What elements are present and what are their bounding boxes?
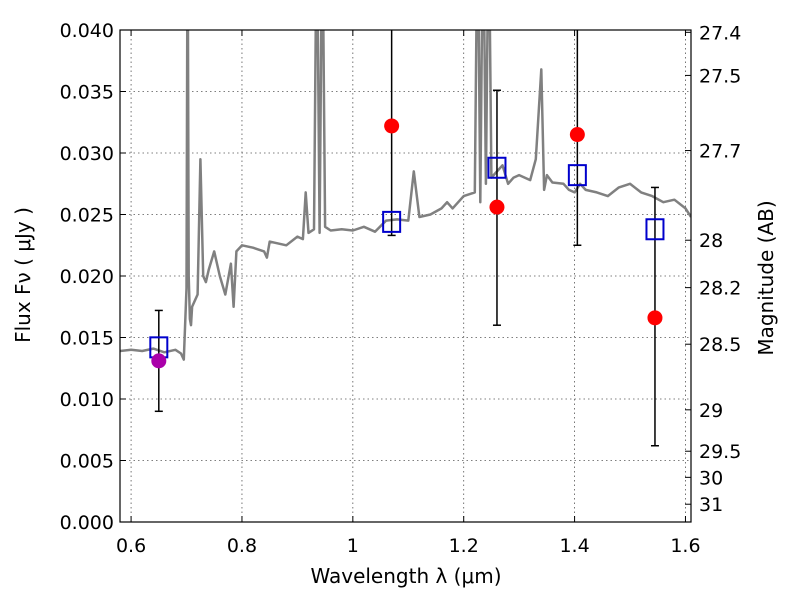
mag-tick-label: 27.5 bbox=[699, 65, 741, 87]
x-tick-label: 1.4 bbox=[559, 535, 589, 557]
y-tick-label: 0.025 bbox=[60, 205, 114, 227]
grid bbox=[120, 29, 691, 523]
mag-tick-label: 28.5 bbox=[699, 334, 741, 356]
data-layer bbox=[120, 30, 691, 447]
mag-tick-label: 29 bbox=[699, 400, 723, 422]
y-tick-label: 0.005 bbox=[60, 451, 114, 473]
x-tick-label: 0.8 bbox=[227, 535, 257, 557]
y-tick-label: 0.010 bbox=[60, 389, 114, 411]
x-tick-label: 1 bbox=[347, 535, 359, 557]
mag-tick-label: 27.4 bbox=[699, 22, 741, 44]
y-tick-label: 0.020 bbox=[60, 266, 114, 288]
template-spectrum-line bbox=[120, 30, 691, 361]
detection-point bbox=[151, 353, 167, 369]
model-flux-square bbox=[382, 210, 402, 233]
x-axis-label: Wavelength λ (μm) bbox=[310, 564, 501, 588]
mag-tick-label: 31 bbox=[699, 494, 723, 516]
y-tick-label: 0.000 bbox=[60, 512, 114, 534]
mag-tick-label: 30 bbox=[699, 467, 723, 489]
x-tick-label: 1.6 bbox=[670, 535, 700, 557]
x-tick-label: 0.6 bbox=[116, 535, 146, 557]
y-tick-label: 0.015 bbox=[60, 328, 114, 350]
y-axis-label: Flux Fν ( μJy ) bbox=[11, 207, 35, 343]
y-tick-label: 0.040 bbox=[60, 20, 114, 42]
mag-tick-label: 28.2 bbox=[699, 278, 741, 300]
y-tick-label: 0.030 bbox=[60, 143, 114, 165]
mag-tick-label: 28 bbox=[699, 230, 723, 252]
measured-flux-point bbox=[569, 127, 585, 143]
plot-area bbox=[120, 30, 691, 361]
mag-tick-label: 29.5 bbox=[699, 441, 741, 463]
measured-flux-point bbox=[489, 199, 505, 215]
measured-flux-point bbox=[384, 118, 400, 134]
model-flux-square bbox=[645, 218, 665, 241]
axes: 0.6 0.8 1 1.2 1.4 1.6 0.000 0.005 0.010 0.015 0.02… bbox=[60, 20, 742, 557]
measured-flux-point bbox=[647, 310, 663, 326]
mag-tick-label: 27.7 bbox=[699, 141, 741, 163]
y2-axis-label: Magnitude (AB) bbox=[754, 200, 778, 355]
x-tick-label: 1.2 bbox=[449, 535, 479, 557]
model-flux-square bbox=[567, 164, 587, 187]
model-flux-square bbox=[487, 156, 507, 179]
y-tick-label: 0.035 bbox=[60, 82, 114, 104]
